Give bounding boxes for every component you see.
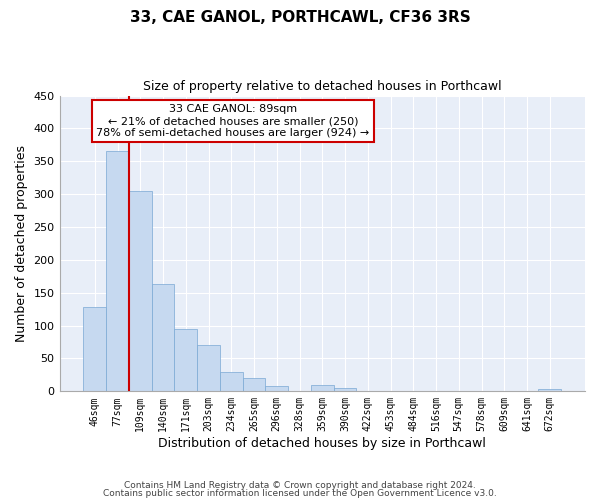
Text: Contains HM Land Registry data © Crown copyright and database right 2024.: Contains HM Land Registry data © Crown c… — [124, 481, 476, 490]
Text: 33 CAE GANOL: 89sqm
← 21% of detached houses are smaller (250)
78% of semi-detac: 33 CAE GANOL: 89sqm ← 21% of detached ho… — [97, 104, 370, 138]
Y-axis label: Number of detached properties: Number of detached properties — [15, 145, 28, 342]
Bar — [265, 386, 288, 392]
Text: 33, CAE GANOL, PORTHCAWL, CF36 3RS: 33, CAE GANOL, PORTHCAWL, CF36 3RS — [130, 10, 470, 25]
Bar — [175, 329, 197, 392]
Title: Size of property relative to detached houses in Porthcawl: Size of property relative to detached ho… — [143, 80, 502, 93]
Bar — [334, 388, 356, 392]
Bar — [106, 152, 129, 392]
Bar — [129, 191, 152, 392]
Bar — [311, 386, 334, 392]
Text: Contains public sector information licensed under the Open Government Licence v3: Contains public sector information licen… — [103, 488, 497, 498]
Bar — [220, 372, 242, 392]
Bar — [83, 307, 106, 392]
Bar — [538, 390, 561, 392]
Bar — [152, 284, 175, 392]
Bar — [242, 378, 265, 392]
Bar — [197, 346, 220, 392]
X-axis label: Distribution of detached houses by size in Porthcawl: Distribution of detached houses by size … — [158, 437, 486, 450]
